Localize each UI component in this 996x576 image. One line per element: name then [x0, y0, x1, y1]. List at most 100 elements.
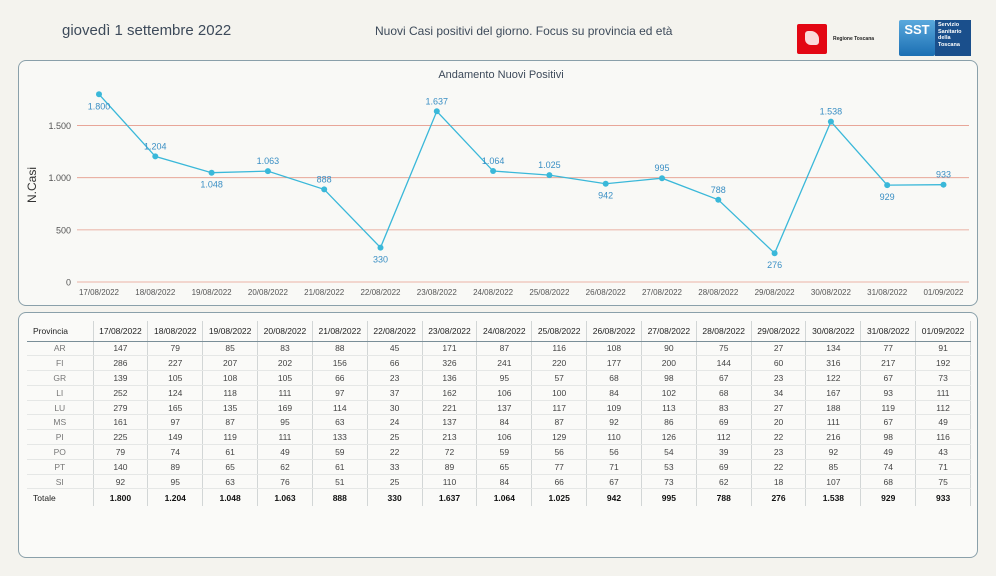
- table-row: SI 92 95 63 76 51 25 110 84 66 67 73 62 18 107 68 75: [27, 474, 971, 490]
- value-cell: 66: [367, 355, 423, 372]
- value-cell: 27: [751, 341, 807, 357]
- pegasus-icon: [797, 24, 827, 54]
- value-cell: 39: [696, 444, 752, 460]
- x-tick-label: 21/08/2022: [304, 288, 345, 297]
- chart-panel: Andamento Nuovi Positivi N.Casi 0 500 1.00…: [18, 60, 978, 306]
- column-header: Provincia: [27, 321, 94, 342]
- value-cell: 111: [257, 429, 313, 446]
- value-cell: 216: [805, 429, 862, 446]
- value-cell: 72: [422, 444, 478, 460]
- data-label: 1.048: [200, 180, 223, 190]
- value-cell: 135: [202, 400, 259, 416]
- x-tick-label: 30/08/2022: [811, 288, 852, 297]
- value-cell: 87: [476, 341, 533, 357]
- data-label: 1.204: [144, 141, 167, 151]
- value-cell: 147: [93, 341, 149, 357]
- value-cell: 111: [257, 385, 313, 401]
- y-tick-label: 1.500: [48, 121, 71, 131]
- value-cell: 995: [641, 488, 697, 506]
- data-label: 1.025: [538, 160, 561, 170]
- value-cell: 92: [586, 414, 642, 431]
- value-cell: 111: [805, 414, 862, 431]
- province-cell: Totale: [27, 488, 94, 506]
- value-cell: 177: [586, 355, 642, 372]
- data-label: 942: [598, 191, 613, 201]
- value-cell: 1.048: [202, 488, 259, 506]
- value-cell: 61: [202, 444, 259, 460]
- value-cell: 102: [641, 385, 697, 401]
- value-cell: 126: [641, 429, 697, 446]
- value-cell: 89: [422, 459, 478, 475]
- sst-logo: SST Servizio Sanitario della Toscana: [899, 20, 971, 56]
- data-label: 276: [767, 260, 782, 270]
- data-label: 933: [936, 170, 951, 180]
- value-cell: 92: [805, 444, 862, 460]
- value-cell: 1.637: [422, 488, 478, 506]
- value-cell: 252: [93, 385, 149, 401]
- value-cell: 87: [202, 414, 259, 431]
- value-cell: 67: [860, 370, 917, 386]
- value-cell: 23: [367, 370, 423, 386]
- value-cell: 30: [367, 400, 423, 416]
- x-tick-label: 22/08/2022: [360, 288, 401, 297]
- value-cell: 110: [422, 474, 478, 490]
- column-header: 27/08/2022: [641, 321, 697, 342]
- value-cell: 73: [915, 370, 971, 386]
- value-cell: 86: [641, 414, 697, 431]
- data-point: [940, 181, 947, 188]
- province-cell: GR: [27, 370, 94, 386]
- value-cell: 87: [531, 414, 588, 431]
- y-axis-label: N.Casi: [25, 167, 39, 203]
- table-row: MS 161 97 87 95 63 24 137 84 87 92 86 69 20 111 67 49: [27, 414, 971, 431]
- table-row: PO 79 74 61 49 59 22 72 59 56 56 54 39 23 92 49 43: [27, 444, 971, 460]
- value-cell: 942: [586, 488, 642, 506]
- value-cell: 140: [93, 459, 149, 475]
- value-cell: 108: [586, 341, 642, 357]
- data-label: 788: [711, 185, 726, 195]
- value-cell: 71: [915, 459, 971, 475]
- value-cell: 91: [915, 341, 971, 357]
- value-cell: 330: [367, 488, 423, 506]
- data-label: 929: [880, 192, 895, 202]
- province-cell: PI: [27, 429, 94, 446]
- value-cell: 51: [312, 474, 368, 490]
- value-cell: 1.800: [93, 488, 149, 506]
- value-cell: 98: [641, 370, 697, 386]
- value-cell: 139: [93, 370, 149, 386]
- table-row: PI 225 149 119 111 133 25 213 106 129 110 126 112 22 2…: [27, 429, 971, 446]
- value-cell: 67: [586, 474, 642, 490]
- data-point: [715, 196, 722, 203]
- value-cell: 276: [751, 488, 807, 506]
- value-cell: 136: [422, 370, 478, 386]
- table-row: PT 140 89 65 62 61 33 89 65 77 71 53 69 22 85 74 71: [27, 459, 971, 475]
- column-header: 31/08/2022: [860, 321, 917, 342]
- value-cell: 74: [860, 459, 917, 475]
- table-header-row: Provincia 17/08/2022 18/08/2022 19/08/2022 2…: [27, 321, 971, 342]
- value-cell: 116: [915, 429, 971, 446]
- value-cell: 929: [860, 488, 917, 506]
- value-cell: 156: [312, 355, 368, 372]
- regione-toscana-logo-text: Regione Toscana: [833, 36, 875, 42]
- table-row: GR 139 105 108 105 66 23 136 95 57 68 98 67 23 122 67 73: [27, 370, 971, 386]
- value-cell: 77: [531, 459, 588, 475]
- value-cell: 207: [202, 355, 259, 372]
- x-tick-label: 01/09/2022: [923, 288, 964, 297]
- value-cell: 59: [312, 444, 368, 460]
- value-cell: 66: [531, 474, 588, 490]
- value-cell: 79: [147, 341, 204, 357]
- value-cell: 56: [586, 444, 642, 460]
- x-tick-label: 23/08/2022: [417, 288, 458, 297]
- value-cell: 161: [93, 414, 149, 431]
- value-cell: 220: [531, 355, 588, 372]
- value-cell: 83: [696, 400, 752, 416]
- data-label: 1.538: [820, 107, 843, 117]
- value-cell: 316: [805, 355, 862, 372]
- column-header: 30/08/2022: [805, 321, 862, 342]
- value-cell: 23: [751, 370, 807, 386]
- value-cell: 54: [641, 444, 697, 460]
- value-cell: 202: [257, 355, 313, 372]
- column-header: 19/08/2022: [202, 321, 259, 342]
- value-cell: 221: [422, 400, 478, 416]
- value-cell: 67: [860, 414, 917, 431]
- x-tick-label: 18/08/2022: [135, 288, 176, 297]
